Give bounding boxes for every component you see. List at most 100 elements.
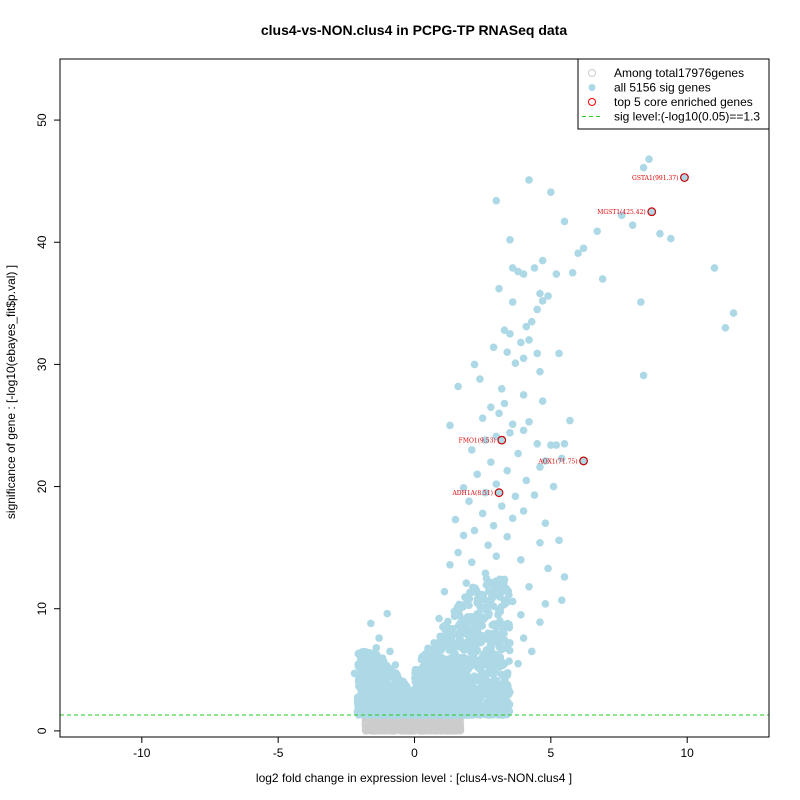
nonsig-gene-point bbox=[369, 723, 378, 732]
y-tick-label: 50 bbox=[35, 113, 49, 127]
sig-gene-point bbox=[514, 659, 522, 668]
y-axis-label: significance of gene : [-log10(ebayes_fi… bbox=[4, 265, 18, 519]
nonsig-gene-point bbox=[385, 720, 394, 729]
sig-gene-point bbox=[363, 706, 371, 715]
sig-gene-point bbox=[495, 622, 503, 630]
nonsig-gene-point bbox=[389, 727, 397, 735]
sig-gene-point bbox=[527, 317, 536, 326]
nonsig-gene-point bbox=[361, 719, 370, 727]
sig-gene-point bbox=[506, 429, 514, 437]
core-gene-point bbox=[647, 207, 657, 217]
sig-gene-point bbox=[356, 683, 364, 691]
sig-gene-point bbox=[364, 690, 372, 699]
sig-gene-point bbox=[375, 700, 383, 708]
sig-gene-point bbox=[496, 653, 505, 661]
legend-marker bbox=[588, 98, 596, 106]
sig-gene-point bbox=[382, 680, 390, 689]
sig-gene-point bbox=[497, 670, 506, 679]
sig-gene-point bbox=[467, 446, 476, 454]
sig-gene-point bbox=[491, 661, 500, 670]
sig-gene-point bbox=[369, 666, 378, 674]
sig-gene-point bbox=[560, 217, 569, 226]
sig-gene-point bbox=[383, 609, 392, 618]
sig-gene-point bbox=[519, 270, 528, 278]
sig-gene-point bbox=[424, 707, 432, 716]
sig-gene-point bbox=[488, 621, 496, 629]
nonsig-gene-point bbox=[411, 718, 420, 727]
sig-gene-point bbox=[506, 639, 514, 647]
core-gene-label: ADH1A(8.51) bbox=[451, 490, 493, 497]
sig-gene-point bbox=[628, 221, 637, 229]
sig-gene-point bbox=[508, 264, 517, 272]
sig-gene-point bbox=[517, 338, 525, 347]
sig-gene-point bbox=[533, 440, 542, 448]
sig-gene-point bbox=[481, 569, 490, 578]
sig-gene-point bbox=[477, 654, 486, 663]
sig-gene-point bbox=[451, 515, 460, 524]
sig-gene-point bbox=[364, 666, 372, 674]
sig-gene-point bbox=[505, 623, 514, 632]
nonsig-gene-point bbox=[377, 722, 385, 730]
sig-gene-point bbox=[444, 617, 452, 626]
sig-gene-point bbox=[495, 409, 503, 418]
sig-gene-point bbox=[484, 541, 492, 550]
sig-gene-point bbox=[476, 375, 484, 383]
core-gene-point bbox=[494, 488, 504, 498]
sig-gene-point bbox=[397, 705, 405, 713]
sig-gene-point bbox=[490, 676, 498, 685]
sig-gene-point bbox=[560, 573, 569, 581]
sig-gene-point bbox=[508, 420, 517, 429]
sig-gene-point bbox=[522, 322, 531, 331]
sig-gene-point bbox=[495, 284, 503, 293]
sig-gene-point bbox=[376, 707, 385, 716]
sig-gene-point bbox=[489, 651, 498, 659]
sig-gene-point bbox=[538, 256, 547, 265]
sig-gene-point bbox=[454, 548, 462, 557]
nonsig-gene-point bbox=[372, 723, 380, 732]
sig-gene-point bbox=[519, 391, 528, 399]
sig-gene-point bbox=[481, 436, 490, 444]
sig-gene-point bbox=[492, 635, 501, 643]
sig-gene-point bbox=[549, 482, 558, 491]
sig-gene-point bbox=[356, 691, 364, 700]
sig-gene-point bbox=[454, 660, 463, 668]
sig-gene-point bbox=[490, 682, 499, 691]
sig-gene-point bbox=[497, 645, 506, 654]
sig-gene-point bbox=[536, 463, 544, 471]
sig-gene-point bbox=[427, 694, 435, 702]
sig-gene-point bbox=[506, 236, 514, 244]
legend-box bbox=[577, 58, 770, 130]
sig-gene-point bbox=[500, 629, 508, 638]
sig-gene-point bbox=[429, 678, 438, 686]
sig-gene-point bbox=[484, 611, 493, 620]
sig-gene-point bbox=[517, 556, 525, 564]
sig-gene-point bbox=[389, 709, 398, 718]
sig-gene-point bbox=[505, 657, 513, 665]
sig-gene-point bbox=[593, 227, 602, 236]
sig-gene-point bbox=[454, 382, 462, 391]
sig-gene-point bbox=[435, 614, 443, 623]
sig-gene-point bbox=[473, 470, 482, 479]
legend-label: top 5 core enriched genes bbox=[614, 95, 753, 109]
sig-gene-point bbox=[451, 708, 460, 717]
sig-gene-point bbox=[453, 672, 461, 680]
sig-gene-point bbox=[499, 661, 507, 670]
sig-gene-point bbox=[541, 457, 550, 465]
x-tick-label: -10 bbox=[133, 746, 151, 760]
sig-gene-point bbox=[446, 421, 454, 430]
sig-gene-point bbox=[487, 403, 495, 411]
sig-gene-point bbox=[525, 176, 533, 184]
sig-gene-point bbox=[411, 665, 420, 674]
sig-gene-point bbox=[459, 483, 468, 492]
y-tick-label: 10 bbox=[35, 602, 49, 616]
sig-gene-point bbox=[476, 602, 484, 611]
sig-gene-point bbox=[544, 564, 552, 573]
core-gene-label: MGST1(425.42) bbox=[597, 209, 646, 216]
sig-gene-point bbox=[486, 636, 495, 644]
sig-gene-point bbox=[448, 685, 457, 694]
sig-gene-point bbox=[579, 244, 588, 253]
sig-gene-point bbox=[497, 695, 506, 704]
sig-gene-point bbox=[473, 707, 481, 715]
sig-gene-point bbox=[459, 624, 468, 633]
